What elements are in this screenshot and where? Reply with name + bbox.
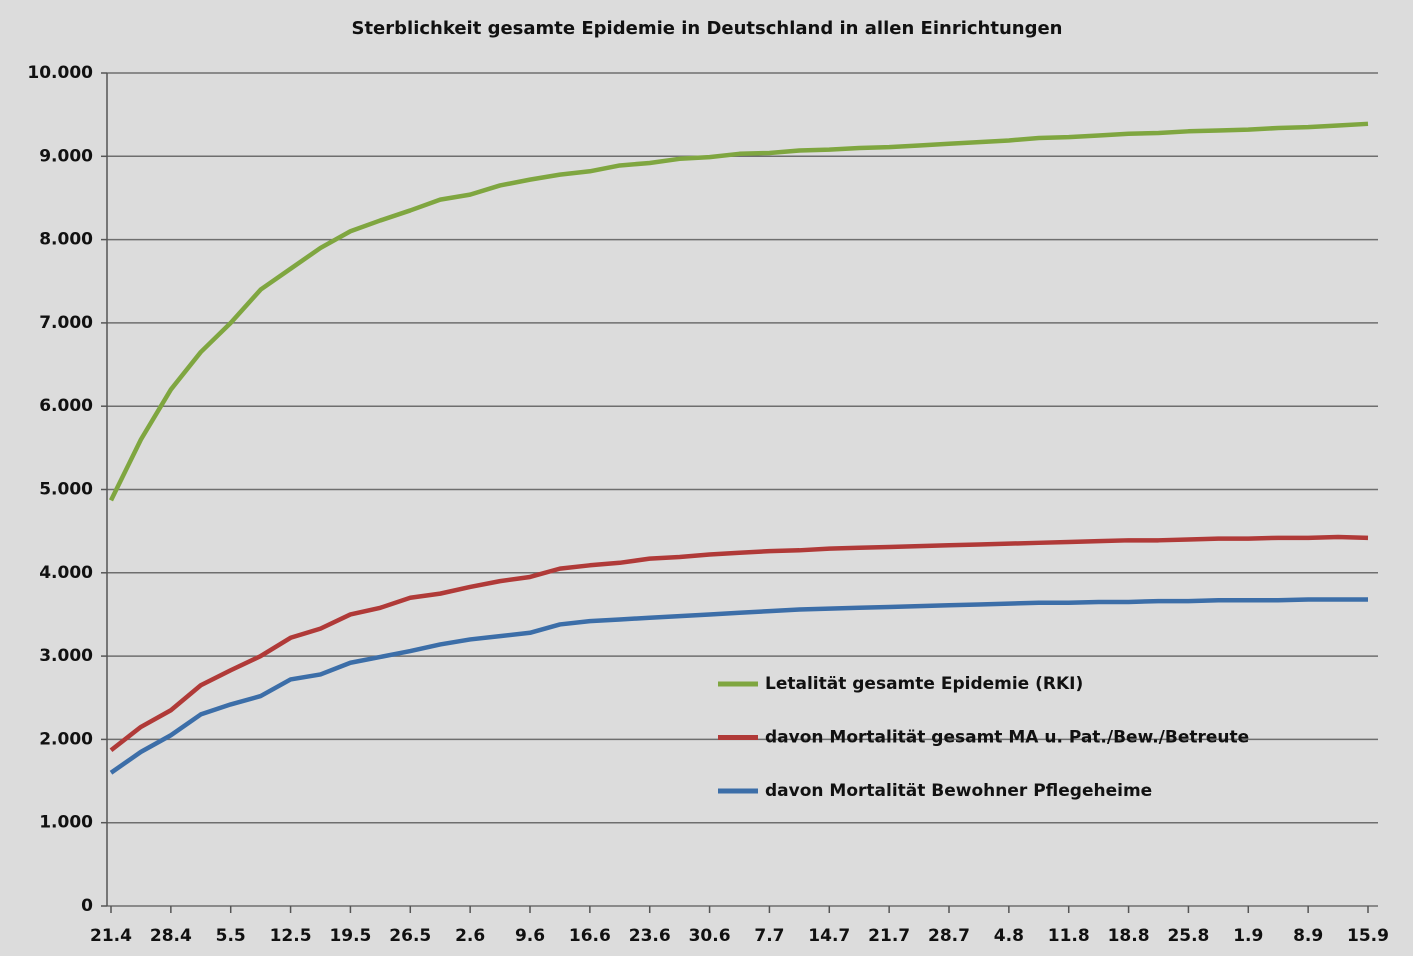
x-tick-label: 26.5 [389,926,431,946]
y-tick-label: 4.000 [39,563,93,583]
x-tick-label: 19.5 [329,926,371,946]
x-tick-label: 8.9 [1293,926,1323,946]
x-tick-label: 7.7 [754,926,784,946]
x-tick-label: 25.8 [1167,926,1209,946]
x-tick-label: 1.9 [1233,926,1263,946]
x-tick-label: 12.5 [270,926,312,946]
x-tick-label: 9.6 [515,926,545,946]
y-tick-label: 8.000 [39,230,93,250]
x-tick-label: 18.8 [1108,926,1150,946]
x-tick-label: 14.7 [808,926,850,946]
y-tick-label: 10.000 [27,63,93,83]
x-tick-label: 23.6 [629,926,671,946]
y-tick-label: 3.000 [39,646,93,666]
x-tick-label: 28.4 [150,926,192,946]
x-tick-label: 16.6 [569,926,611,946]
x-tick-label: 21.7 [868,926,910,946]
y-tick-label: 6.000 [39,396,93,416]
x-tick-label: 15.9 [1347,926,1389,946]
series-line [109,534,1369,753]
x-tick-label: 4.8 [994,926,1024,946]
legend-label: davon Mortalität Bewohner Pflegeheime [765,781,1152,801]
legend-label: davon Mortalität gesamt MA u. Pat./Bew./… [765,728,1249,748]
legend-label: Letalität gesamte Epidemie (RKI) [765,674,1083,694]
x-tick-label: 5.5 [216,926,246,946]
x-tick-label: 30.6 [689,926,731,946]
y-tick-label: 9.000 [39,146,93,166]
y-tick-label: 5.000 [39,480,93,500]
y-tick-label: 1.000 [39,813,93,833]
y-tick-label: 0 [81,896,93,916]
series-line [108,121,1369,502]
y-tick-label: 7.000 [39,313,93,333]
x-tick-label: 21.4 [90,926,132,946]
y-tick-label: 2.000 [39,729,93,749]
chart-title: Sterblichkeit gesamte Epidemie in Deutsc… [351,18,1062,39]
x-tick-label: 28.7 [928,926,970,946]
x-tick-label: 11.8 [1048,926,1090,946]
x-tick-label: 2.6 [455,926,485,946]
series-line [109,597,1368,775]
